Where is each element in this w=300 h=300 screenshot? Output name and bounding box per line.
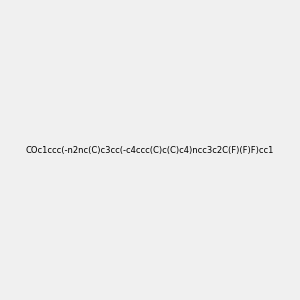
Text: COc1ccc(-n2nc(C)c3cc(-c4ccc(C)c(C)c4)ncc3c2C(F)(F)F)cc1: COc1ccc(-n2nc(C)c3cc(-c4ccc(C)c(C)c4)ncc… — [26, 146, 274, 154]
